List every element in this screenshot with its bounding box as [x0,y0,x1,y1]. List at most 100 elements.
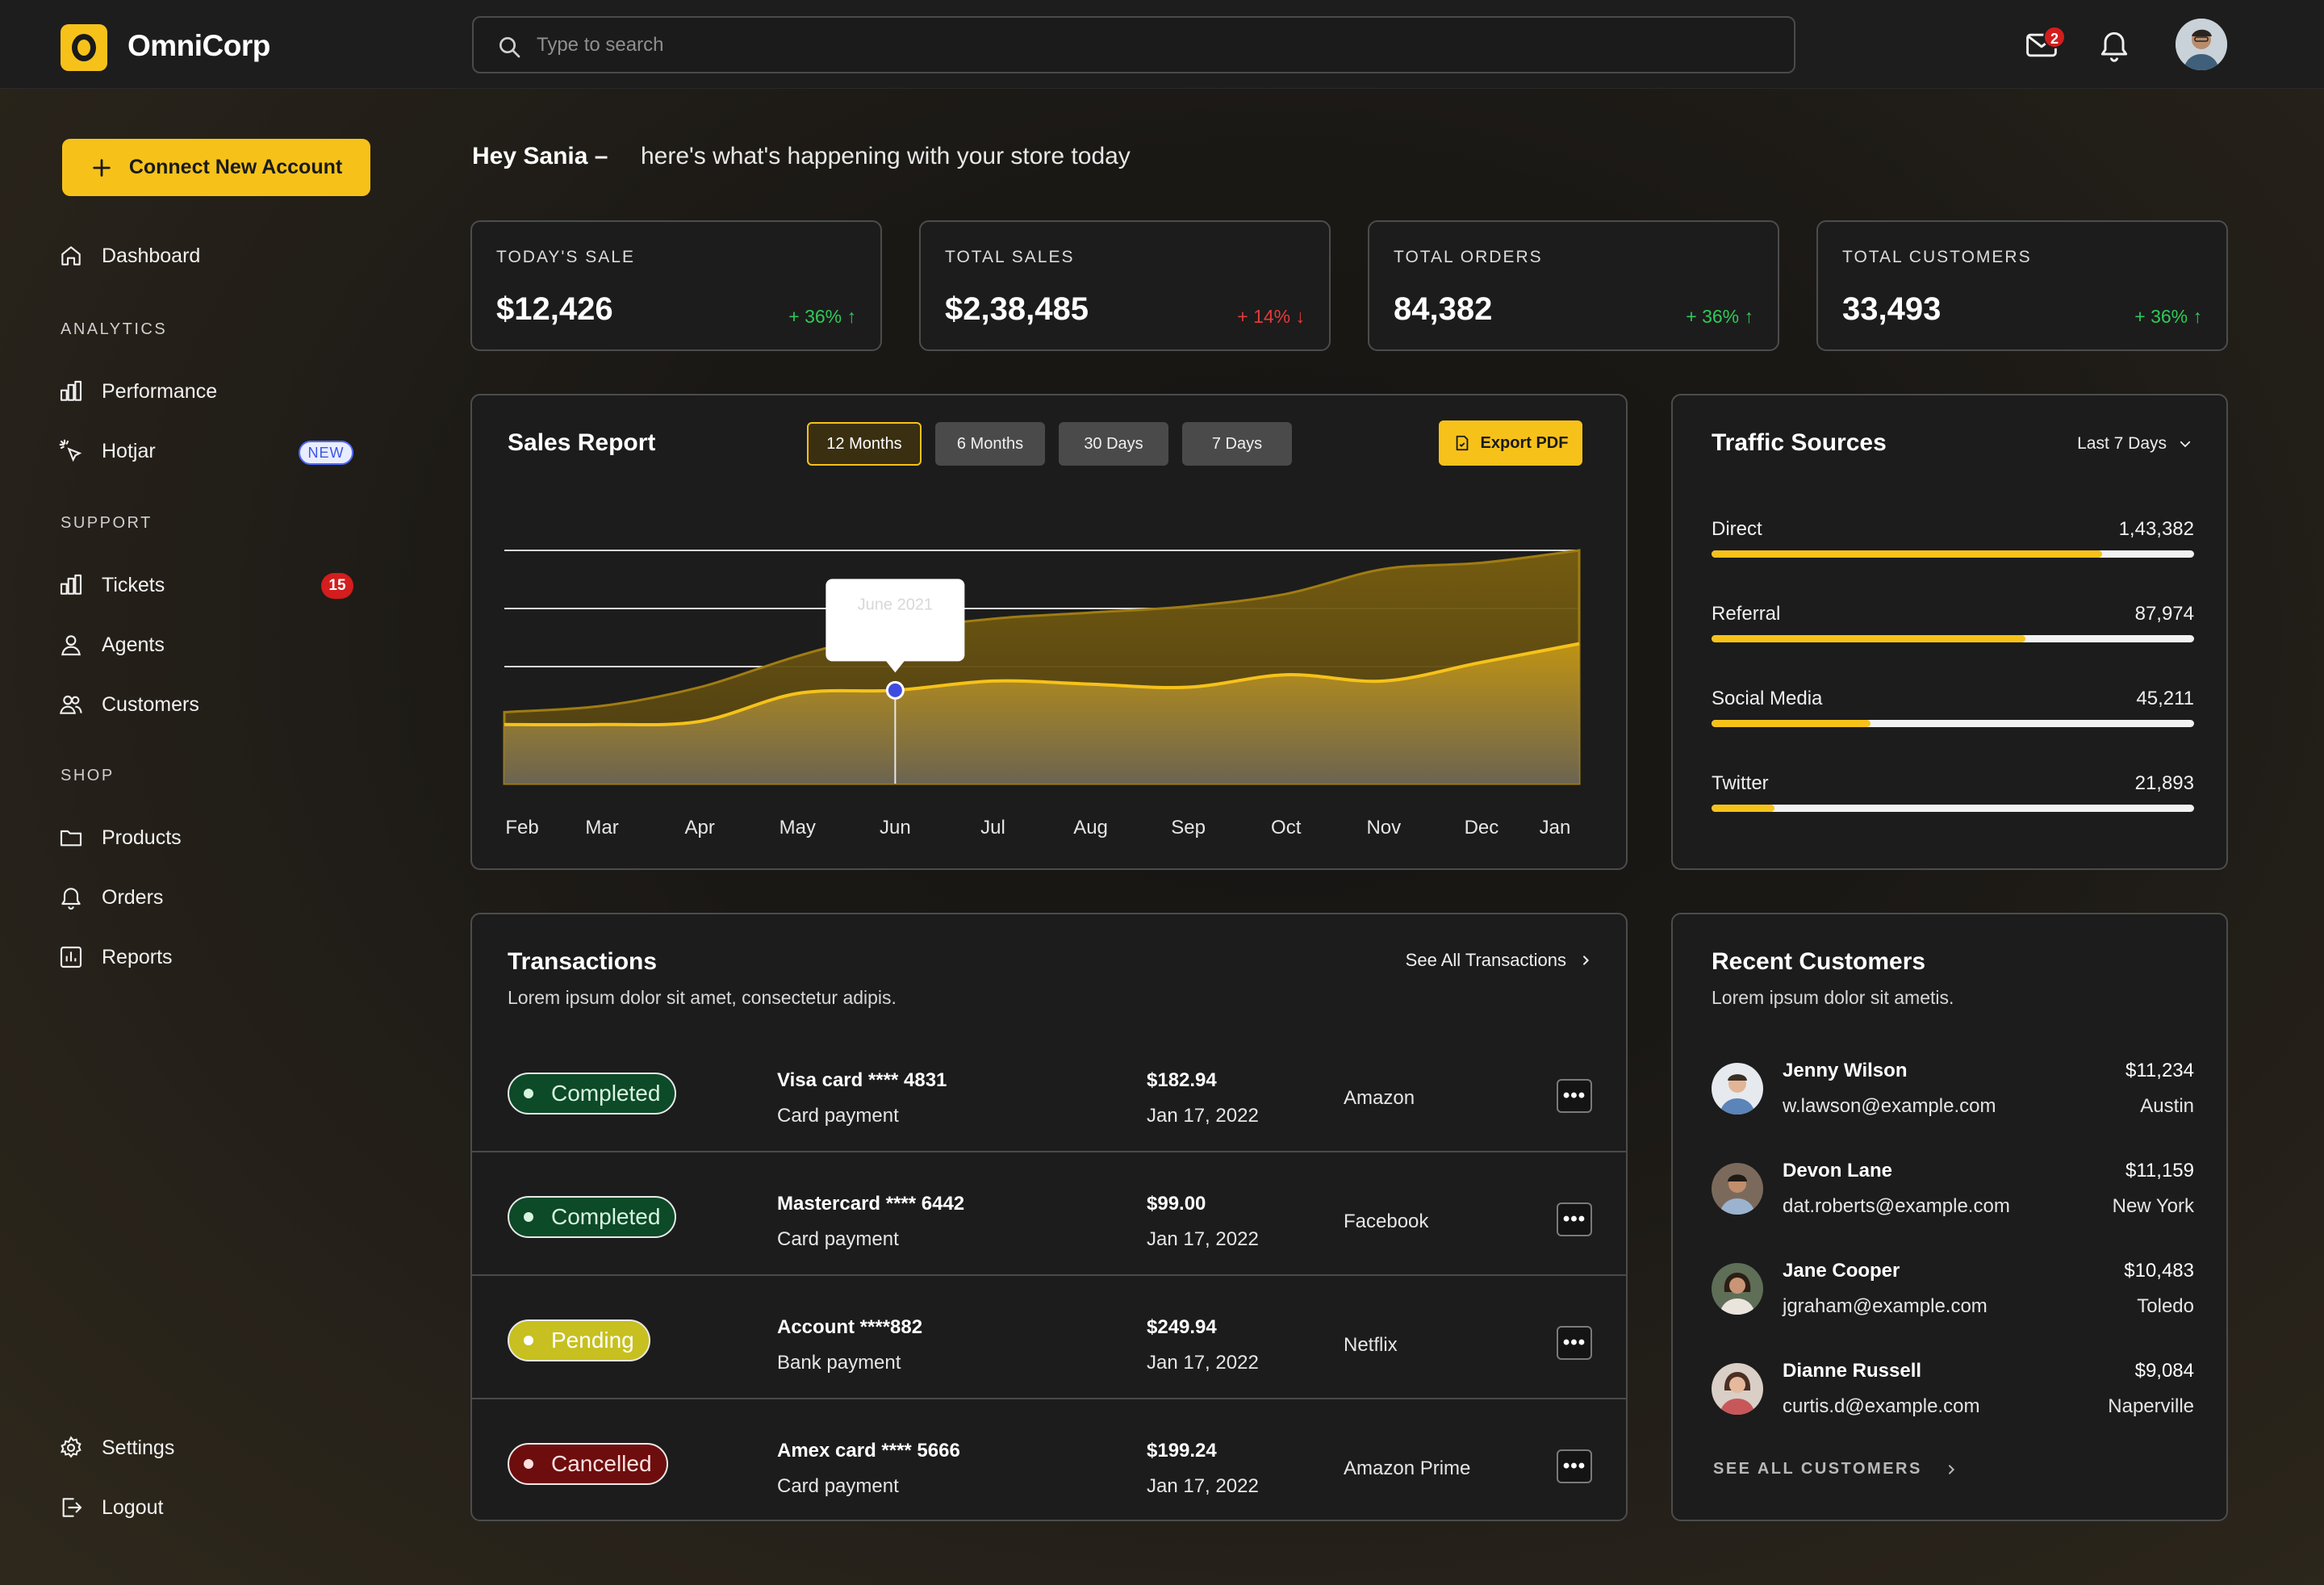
see-all-customers-link[interactable]: SEE ALL CUSTOMERS [1713,1460,1958,1478]
sidebar-item-logout[interactable]: Logout [58,1490,365,1525]
list-item[interactable]: Devon Lane dat.roberts@example.com $11,1… [1712,1160,2194,1224]
avatar [1712,1063,1763,1115]
plus-icon [93,158,111,177]
greeting-name: Hey Sania – [472,143,608,169]
user-icon [61,635,81,656]
traffic-range-dropdown[interactable]: Last 7 Days [2077,434,2192,454]
traffic-label: Direct [1712,518,1762,540]
sales-area-chart: June 2021 Feb Mar Apr May Jun Jul Aug Sep Oct Nov… [503,549,1581,839]
search-icon [499,37,520,58]
transactions-subtitle: Lorem ipsum dolor sit amet, consectetur … [508,987,897,1008]
sidebar-label-products: Products [102,826,182,849]
report-icon [60,946,82,968]
sidebar-label-agents: Agents [102,633,165,656]
x-tick-label: Apr [685,817,715,839]
payment-type: Bank payment [777,1352,901,1374]
transaction-date: Jan 17, 2022 [1147,1105,1259,1127]
traffic-sources-panel: Traffic Sources Last 7 Days Direct 1,43,… [1671,394,2228,870]
customer-name: Devon Lane [1783,1160,1893,1181]
sidebar-item-customers[interactable]: Customers [58,687,365,722]
traffic-bar [1712,720,2194,727]
range-30-days-button[interactable]: 30 Days [1059,422,1168,466]
payment-method: Mastercard **** 6442 [777,1193,965,1215]
bell-icon[interactable] [2096,27,2132,63]
customer-name: Jenny Wilson [1783,1060,1908,1081]
x-tick-label: Feb [505,817,538,839]
stat-change: + 36% ↑ [2134,306,2202,327]
stat-label: TOTAL CUSTOMERS [1842,248,2032,266]
more-options-button[interactable]: ••• [1557,1449,1592,1483]
pdf-file-icon [1456,435,1468,451]
sidebar-item-tickets[interactable]: Tickets [58,567,365,603]
more-options-button[interactable]: ••• [1557,1079,1592,1113]
status-label: Cancelled [551,1451,652,1476]
recent-customers-panel: Recent Customers Lorem ipsum dolor sit a… [1671,913,2228,1521]
user-avatar[interactable] [2176,19,2227,70]
traffic-bar [1712,635,2194,642]
payment-type: Card payment [777,1475,899,1497]
bell-icon [61,888,81,910]
greeting-message: here's what's happening with your store … [641,143,1131,169]
stat-card-total-customers: TOTAL CUSTOMERS 33,493 + 36% ↑ [1816,220,2228,351]
stat-value: 84,382 [1394,291,1493,327]
export-pdf-label: Export PDF [1480,433,1569,452]
sidebar-label-settings: Settings [102,1436,175,1459]
payment-type: Card payment [777,1228,899,1250]
transaction-amount: $99.00 [1147,1193,1206,1215]
range-7-days-button[interactable]: 7 Days [1182,422,1292,466]
connect-new-account-button[interactable]: Connect New Account [62,139,370,196]
x-tick-label: Nov [1366,817,1401,839]
range-6-months-button[interactable]: 6 Months [935,422,1045,466]
sidebar-label-reports: Reports [102,945,173,968]
traffic-bar [1712,805,2194,812]
table-row: Completed Mastercard **** 6442 Card paym… [472,1157,1628,1280]
search-bar[interactable] [472,16,1795,73]
traffic-sources-title: Traffic Sources [1712,429,1887,456]
series-front-line [504,642,1580,727]
sidebar-item-orders[interactable]: Orders [58,880,365,915]
x-tick-label: Jan [1540,817,1571,839]
customer-amount: $11,234 [2125,1060,2194,1081]
gear-icon [60,1436,82,1458]
highlight-point[interactable] [885,680,905,700]
x-tick-label: Sep [1171,817,1206,839]
export-pdf-button[interactable]: Export PDF [1439,420,1582,466]
top-bar: OmniCorp 2 [0,0,2324,89]
traffic-range-label: Last 7 Days [2077,434,2167,453]
row-divider [472,1398,1628,1399]
list-item[interactable]: Dianne Russell curtis.d@example.com $9,0… [1712,1360,2194,1424]
sales-report-title: Sales Report [508,429,656,456]
merchant-name: Amazon Prime [1344,1457,1471,1479]
traffic-bar-fill [1712,720,1871,727]
customer-email: w.lawson@example.com [1783,1095,1996,1117]
sidebar-item-dashboard[interactable]: Dashboard [58,238,365,274]
sidebar-item-settings[interactable]: Settings [58,1430,365,1466]
more-options-button[interactable]: ••• [1557,1202,1592,1236]
sidebar-item-products[interactable]: Products [58,820,365,855]
status-badge: Completed [508,1196,677,1238]
list-item[interactable]: Jane Cooper jgraham@example.com $10,483 … [1712,1260,2194,1324]
stat-change: + 36% ↑ [1686,306,1753,327]
omnicorp-logo-icon[interactable] [61,24,107,71]
traffic-value: 45,211 [2136,688,2194,709]
sidebar-label-dashboard: Dashboard [102,244,201,267]
search-input[interactable] [537,27,1747,63]
sidebar-label-logout: Logout [102,1495,164,1519]
section-support: SUPPORT [61,514,153,532]
list-item[interactable]: Jenny Wilson w.lawson@example.com $11,23… [1712,1060,2194,1124]
see-all-transactions-link[interactable]: See All Transactions [1406,950,1592,971]
table-row: Completed Visa card **** 4831 Card payme… [472,1034,1628,1156]
range-12-months-button[interactable]: 12 Months [807,422,922,466]
app-name[interactable]: OmniCorp [127,29,270,62]
sidebar-item-hotjar[interactable]: Hotjar [58,433,365,469]
see-all-transactions-label: See All Transactions [1405,950,1566,970]
sidebar-item-reports[interactable]: Reports [58,939,365,975]
users-icon [60,695,82,714]
transactions-title: Transactions [508,948,658,975]
sidebar-item-agents[interactable]: Agents [58,627,365,663]
stat-value: $12,426 [496,291,613,327]
more-options-button[interactable]: ••• [1557,1326,1592,1360]
transactions-panel: Transactions Lorem ipsum dolor sit amet,… [470,913,1628,1521]
transaction-date: Jan 17, 2022 [1147,1352,1259,1374]
sidebar-item-performance[interactable]: Performance [58,374,365,409]
